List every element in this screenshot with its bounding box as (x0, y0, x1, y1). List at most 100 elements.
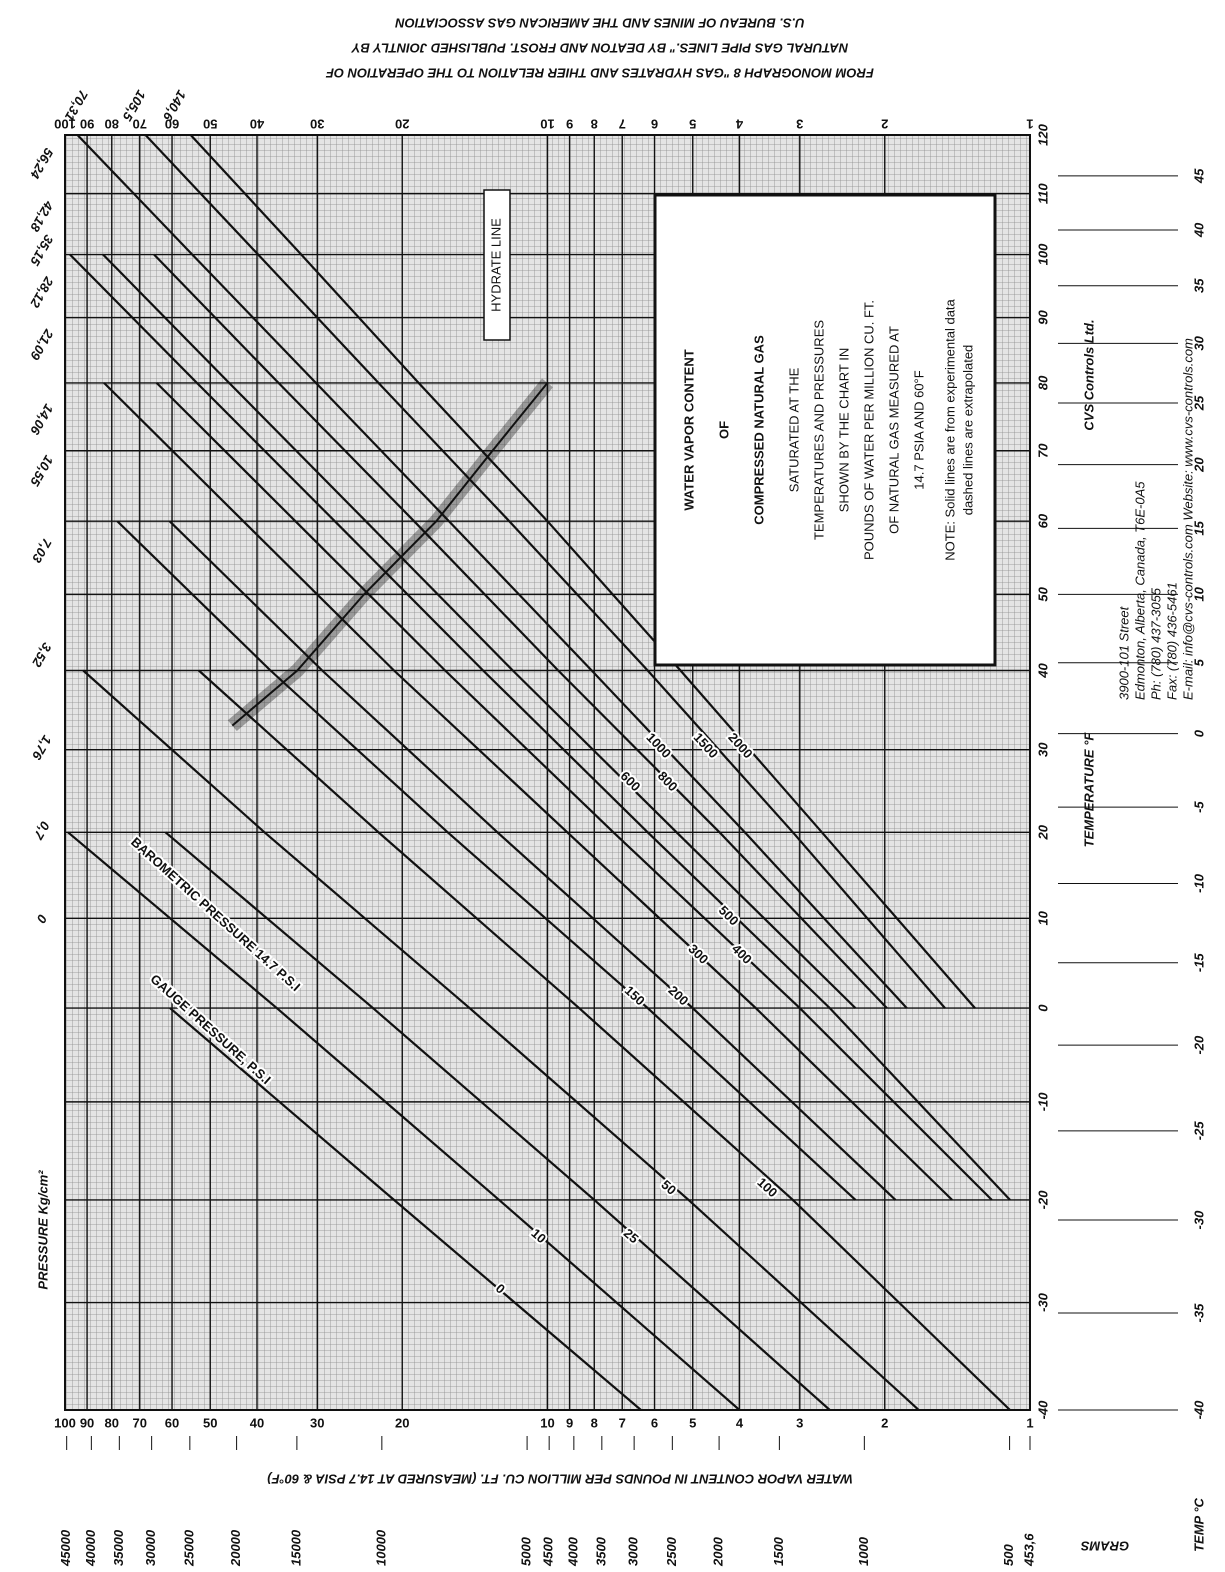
box-body: OF NATURAL GAS MEASURED AT (886, 326, 901, 534)
y2-tick-label: 2000 (711, 1536, 726, 1567)
kg-label: 14,06 (27, 402, 57, 438)
y-tick-label: 60 (165, 1415, 179, 1430)
x-tick-label: -40 (1035, 1400, 1050, 1420)
y-tick-label: 6 (651, 117, 658, 132)
y-tick-label: 50 (203, 1415, 217, 1430)
y-tick-label: 7 (619, 117, 626, 132)
kg-label: 35,15 (27, 232, 57, 268)
pressure-line (102, 253, 857, 1009)
pressure-line (103, 382, 953, 1201)
y-tick-label: 4 (735, 117, 743, 132)
hydrate-label: HYDRATE LINE (488, 218, 503, 312)
x2-tick-label: -40 (1191, 1400, 1206, 1420)
y-tick-label: 40 (250, 117, 264, 132)
pressure-line (198, 669, 1011, 1411)
y2-tick-label: 5000 (519, 1536, 534, 1566)
y-tick-label: 90 (80, 1415, 94, 1430)
pressure-title: PRESSURE Kg/cm² (35, 1170, 50, 1290)
x2-tick-label: 35 (1191, 278, 1206, 293)
pressure-line (67, 831, 741, 1411)
y-tick-label: 9 (566, 1415, 573, 1430)
y2-tick-label: 1000 (856, 1536, 871, 1566)
x2-tick-label: -20 (1191, 1035, 1206, 1055)
y-tick-label: 40 (250, 1415, 264, 1430)
y-tick-label: 80 (105, 1415, 119, 1430)
kg-label: 56,24 (27, 145, 57, 181)
y2-tick-label: 500 (1001, 1544, 1016, 1566)
x-axis-title: TEMPERATURE °F (1081, 732, 1096, 848)
pressure-line (69, 253, 1011, 1201)
x-tick-label: 40 (1035, 663, 1050, 679)
x-tick-label: 0 (1035, 1004, 1050, 1012)
y-tick-label: 70 (133, 117, 147, 132)
y2-tick-label: 30000 (143, 1529, 158, 1566)
x2-tick-label: 20 (1191, 457, 1206, 473)
source-note: NATURAL GAS PIPE LINES." BY DEATON AND F… (350, 41, 848, 56)
pressure-line (82, 669, 920, 1411)
y-tick-label: 50 (203, 117, 217, 132)
y2-tick-label: 3500 (593, 1536, 608, 1566)
x-tick-label: 30 (1035, 742, 1050, 757)
box-body: POUNDS OF WATER PER MILLION CU. FT. (861, 300, 876, 560)
y-tick-label: 8 (591, 117, 598, 132)
x-tick-label: 90 (1035, 310, 1050, 325)
y-tick-label: 5 (689, 1415, 696, 1430)
x-tick-label: 20 (1035, 824, 1050, 840)
x-tick-label: 100 (1035, 243, 1050, 265)
pressure-line (164, 831, 831, 1411)
y-tick-label: 2 (881, 1415, 888, 1430)
x2-tick-label: 10 (1191, 586, 1206, 601)
hydrate-line (231, 382, 549, 727)
y-tick-label: 8 (591, 1415, 598, 1430)
box-title: OF (716, 421, 731, 439)
info-box (653, 193, 997, 667)
box-body: TEMPERATURES AND PRESSURES (811, 320, 826, 540)
kg-label: 140,6 (160, 88, 190, 124)
y-tick-label: 80 (105, 117, 119, 132)
y2-tick-label: 4000 (565, 1536, 580, 1567)
y2-tick-label: 15000 (288, 1529, 303, 1566)
y2-tick-label: 35000 (111, 1529, 126, 1566)
y-tick-label: 3 (796, 117, 803, 132)
pressure-line (153, 253, 888, 1009)
y-tick-label: 20 (395, 1415, 409, 1430)
x2-tick-label: 45 (1191, 168, 1206, 184)
y2-tick-label: 40000 (83, 1529, 98, 1567)
y-tick-label: 30 (310, 117, 324, 132)
box-title: WATER VAPOR CONTENT (681, 349, 696, 510)
kg-label: 28,12 (27, 274, 57, 311)
x-tick-label: 120 (1035, 123, 1050, 145)
y2-tick-label: 2500 (664, 1536, 679, 1567)
y-tick-label: 1 (1026, 117, 1033, 132)
y-tick-label: 1 (1026, 1415, 1033, 1430)
x-tick-label: 110 (1035, 183, 1050, 204)
kg-label: 0,7 (31, 819, 53, 843)
hydrate-label-box (483, 189, 511, 341)
x2-tick-label: -35 (1191, 1303, 1206, 1323)
y-tick-label: 6 (651, 1415, 658, 1430)
y-tick-label: 10 (540, 117, 554, 132)
pressure-line (168, 520, 897, 1201)
x2-tick-label: 5 (1191, 658, 1206, 666)
y-tick-label: 30 (310, 1415, 324, 1430)
box-body: SATURATED AT THE (786, 367, 801, 492)
x2-tick-label: 0 (1191, 729, 1206, 737)
pressure-line (144, 134, 946, 1009)
box-note: dashed lines are extrapolated (960, 345, 975, 516)
y-tick-label: 4 (736, 1415, 744, 1430)
source-note: U.S. BUREAU OF MINES AND THE AMERICAN GA… (395, 16, 805, 31)
kg-label: 0 (33, 912, 50, 926)
y-tick-label: 70 (133, 1415, 147, 1430)
x2-tick-label: 40 (1191, 222, 1206, 238)
y2-axis-title: GRAMS (1080, 1539, 1129, 1554)
x2-tick-label: 15 (1191, 520, 1206, 535)
x2-tick-label: -5 (1191, 801, 1206, 813)
x-tick-label: 10 (1035, 910, 1050, 925)
y-axis-title: WATER VAPOR CONTENT IN POUNDS PER MILLIO… (267, 1472, 852, 1487)
source-note: FROM MONOGRAPH 8 "GAS HYDRATES AND THIER… (325, 66, 874, 81)
y2-tick-label: 1500 (771, 1536, 786, 1566)
company-line: 3900-101 Street (1116, 605, 1131, 700)
x2-tick-label: -15 (1191, 953, 1206, 973)
y2-tick-label: 453,6 (1021, 1533, 1036, 1567)
